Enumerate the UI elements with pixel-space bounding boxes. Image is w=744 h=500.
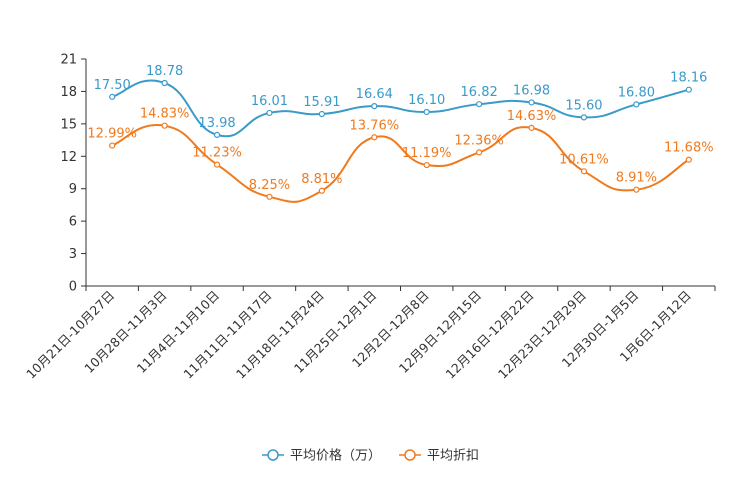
- data-label: 13.98: [198, 116, 235, 131]
- y-tick-label: 15: [60, 117, 77, 132]
- legend[interactable]: 平均价格（万） 平均折扣: [262, 448, 479, 464]
- data-label: 15.91: [303, 95, 340, 110]
- series-lines: [109, 79, 692, 203]
- data-label: 11.23%: [192, 146, 242, 161]
- data-point[interactable]: [161, 79, 168, 87]
- data-label: 18.78: [146, 64, 183, 79]
- data-point[interactable]: [109, 142, 116, 149]
- y-tick-label: 0: [69, 280, 77, 295]
- x-category-label: 12月23日-12月29日: [495, 288, 589, 382]
- y-tick-label: 9: [69, 182, 77, 197]
- data-label: 16.82: [461, 85, 498, 100]
- data-label: 17.50: [94, 78, 131, 93]
- data-label: 16.01: [251, 94, 288, 109]
- data-label: 11.68%: [664, 141, 714, 156]
- data-point[interactable]: [423, 108, 430, 116]
- data-point[interactable]: [528, 124, 535, 131]
- legend-item-1[interactable]: 平均价格（万）: [262, 448, 381, 464]
- legend-label: 平均折扣: [427, 449, 479, 464]
- data-label: 14.83%: [140, 107, 190, 122]
- data-label: 15.60: [565, 98, 602, 113]
- data-point[interactable]: [633, 186, 640, 193]
- data-point[interactable]: [213, 161, 221, 168]
- data-point[interactable]: [266, 109, 273, 117]
- data-label: 10.61%: [559, 152, 609, 167]
- data-point[interactable]: [109, 93, 116, 100]
- data-label: 18.16: [670, 71, 707, 86]
- data-point[interactable]: [371, 103, 378, 110]
- data-point[interactable]: [580, 168, 588, 175]
- data-point[interactable]: [528, 99, 535, 106]
- x-category-label: 11月11日-11月17日: [180, 288, 274, 382]
- x-category-label: 12月16日-12月22日: [443, 288, 537, 382]
- data-point[interactable]: [580, 114, 588, 121]
- y-tick-label: 12: [60, 150, 77, 165]
- data-point[interactable]: [476, 101, 483, 108]
- legend-item-2[interactable]: 平均折扣: [399, 449, 479, 464]
- data-point[interactable]: [318, 110, 325, 118]
- data-label: 14.63%: [507, 109, 557, 124]
- data-label: 16.64: [356, 87, 393, 102]
- data-label: 8.25%: [249, 178, 290, 193]
- legend-label: 平均价格（万）: [290, 448, 381, 464]
- data-label: 16.10: [408, 93, 445, 108]
- data-label: 8.91%: [616, 171, 657, 186]
- data-point[interactable]: [476, 149, 483, 156]
- x-category-label: 10月21日-10月27日: [23, 288, 117, 382]
- y-tick-label: 3: [69, 247, 77, 262]
- legend-marker-icon: [267, 449, 279, 461]
- data-point[interactable]: [266, 193, 273, 200]
- data-point[interactable]: [318, 187, 325, 194]
- data-point[interactable]: [423, 161, 430, 169]
- data-label: 16.80: [618, 85, 655, 100]
- data-label: 13.76%: [350, 118, 400, 133]
- data-label: 16.98: [513, 83, 550, 98]
- data-point[interactable]: [371, 134, 378, 141]
- y-tick-label: 6: [69, 215, 77, 230]
- data-point[interactable]: [161, 122, 168, 129]
- data-point[interactable]: [633, 101, 640, 108]
- data-labels: 17.50 18.78 13.98 16.01 15.91 16.64 16.10 16.82…: [87, 64, 713, 193]
- data-label: 12.36%: [454, 133, 504, 148]
- x-category-label: 11月18日-11月24日: [233, 288, 327, 382]
- data-label: 11.19%: [402, 146, 452, 161]
- data-label: 8.81%: [301, 172, 342, 187]
- data-point[interactable]: [685, 156, 692, 163]
- y-tick-label: 18: [60, 85, 77, 100]
- data-point[interactable]: [213, 131, 221, 138]
- data-label: 12.99%: [87, 127, 137, 142]
- y-tick-label: 21: [60, 53, 77, 68]
- data-point[interactable]: [685, 86, 692, 93]
- legend-marker-icon: [404, 449, 416, 461]
